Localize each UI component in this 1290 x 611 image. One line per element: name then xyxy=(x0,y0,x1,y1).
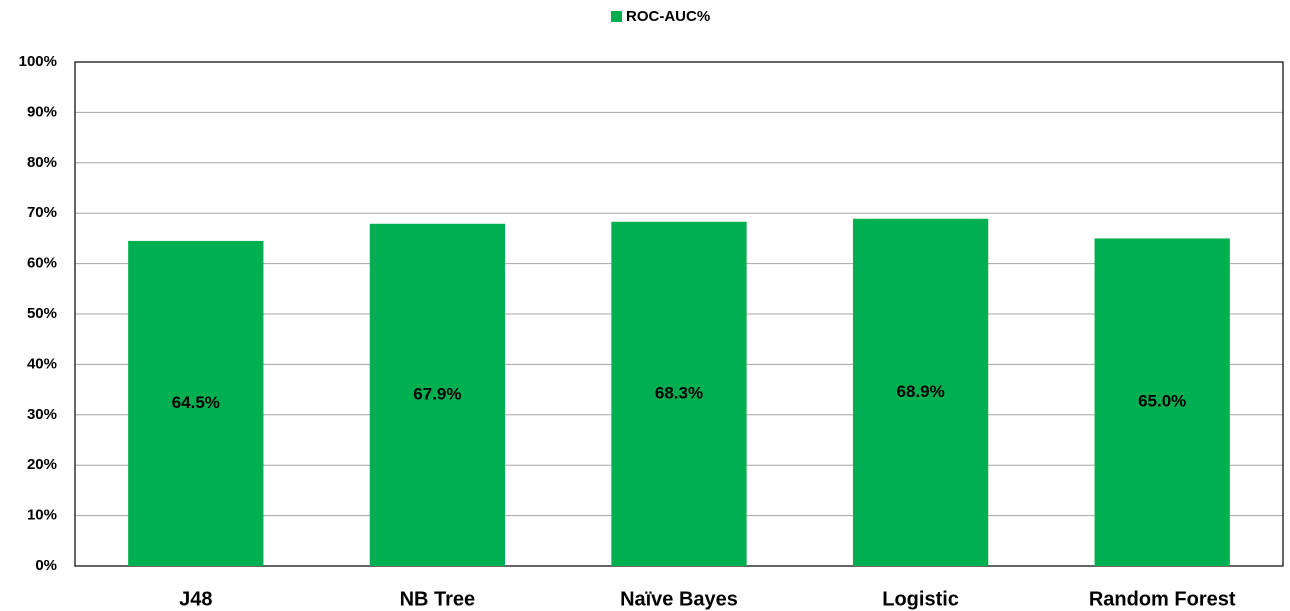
y-tick-label: 60% xyxy=(27,255,57,272)
y-tick-label: 10% xyxy=(27,507,57,524)
data-label: 68.9% xyxy=(896,382,944,401)
data-label: 64.5% xyxy=(172,393,220,412)
y-tick-label: 90% xyxy=(27,103,57,120)
y-tick-label: 100% xyxy=(19,53,57,70)
bar xyxy=(611,221,747,566)
data-label: 67.9% xyxy=(413,384,461,403)
x-tick-label: NB Tree xyxy=(400,588,476,610)
bar xyxy=(1094,238,1230,566)
legend-swatch xyxy=(611,11,622,22)
data-label: 68.3% xyxy=(655,383,703,402)
y-tick-label: 30% xyxy=(27,406,57,423)
y-tick-label: 0% xyxy=(35,557,57,574)
y-tick-label: 80% xyxy=(27,154,57,171)
x-tick-label: Random Forest xyxy=(1089,588,1236,610)
y-tick-label: 40% xyxy=(27,355,57,372)
x-tick-label: Logistic xyxy=(882,588,959,610)
y-tick-label: 70% xyxy=(27,204,57,221)
y-tick-label: 20% xyxy=(27,456,57,473)
data-label: 65.0% xyxy=(1138,392,1186,411)
x-tick-label: J48 xyxy=(179,588,212,610)
y-tick-label: 50% xyxy=(27,305,57,322)
legend-label: ROC-AUC% xyxy=(626,8,710,25)
x-tick-label: Naïve Bayes xyxy=(620,588,738,610)
bar xyxy=(852,218,989,566)
bar xyxy=(128,240,264,567)
bar xyxy=(369,223,506,566)
